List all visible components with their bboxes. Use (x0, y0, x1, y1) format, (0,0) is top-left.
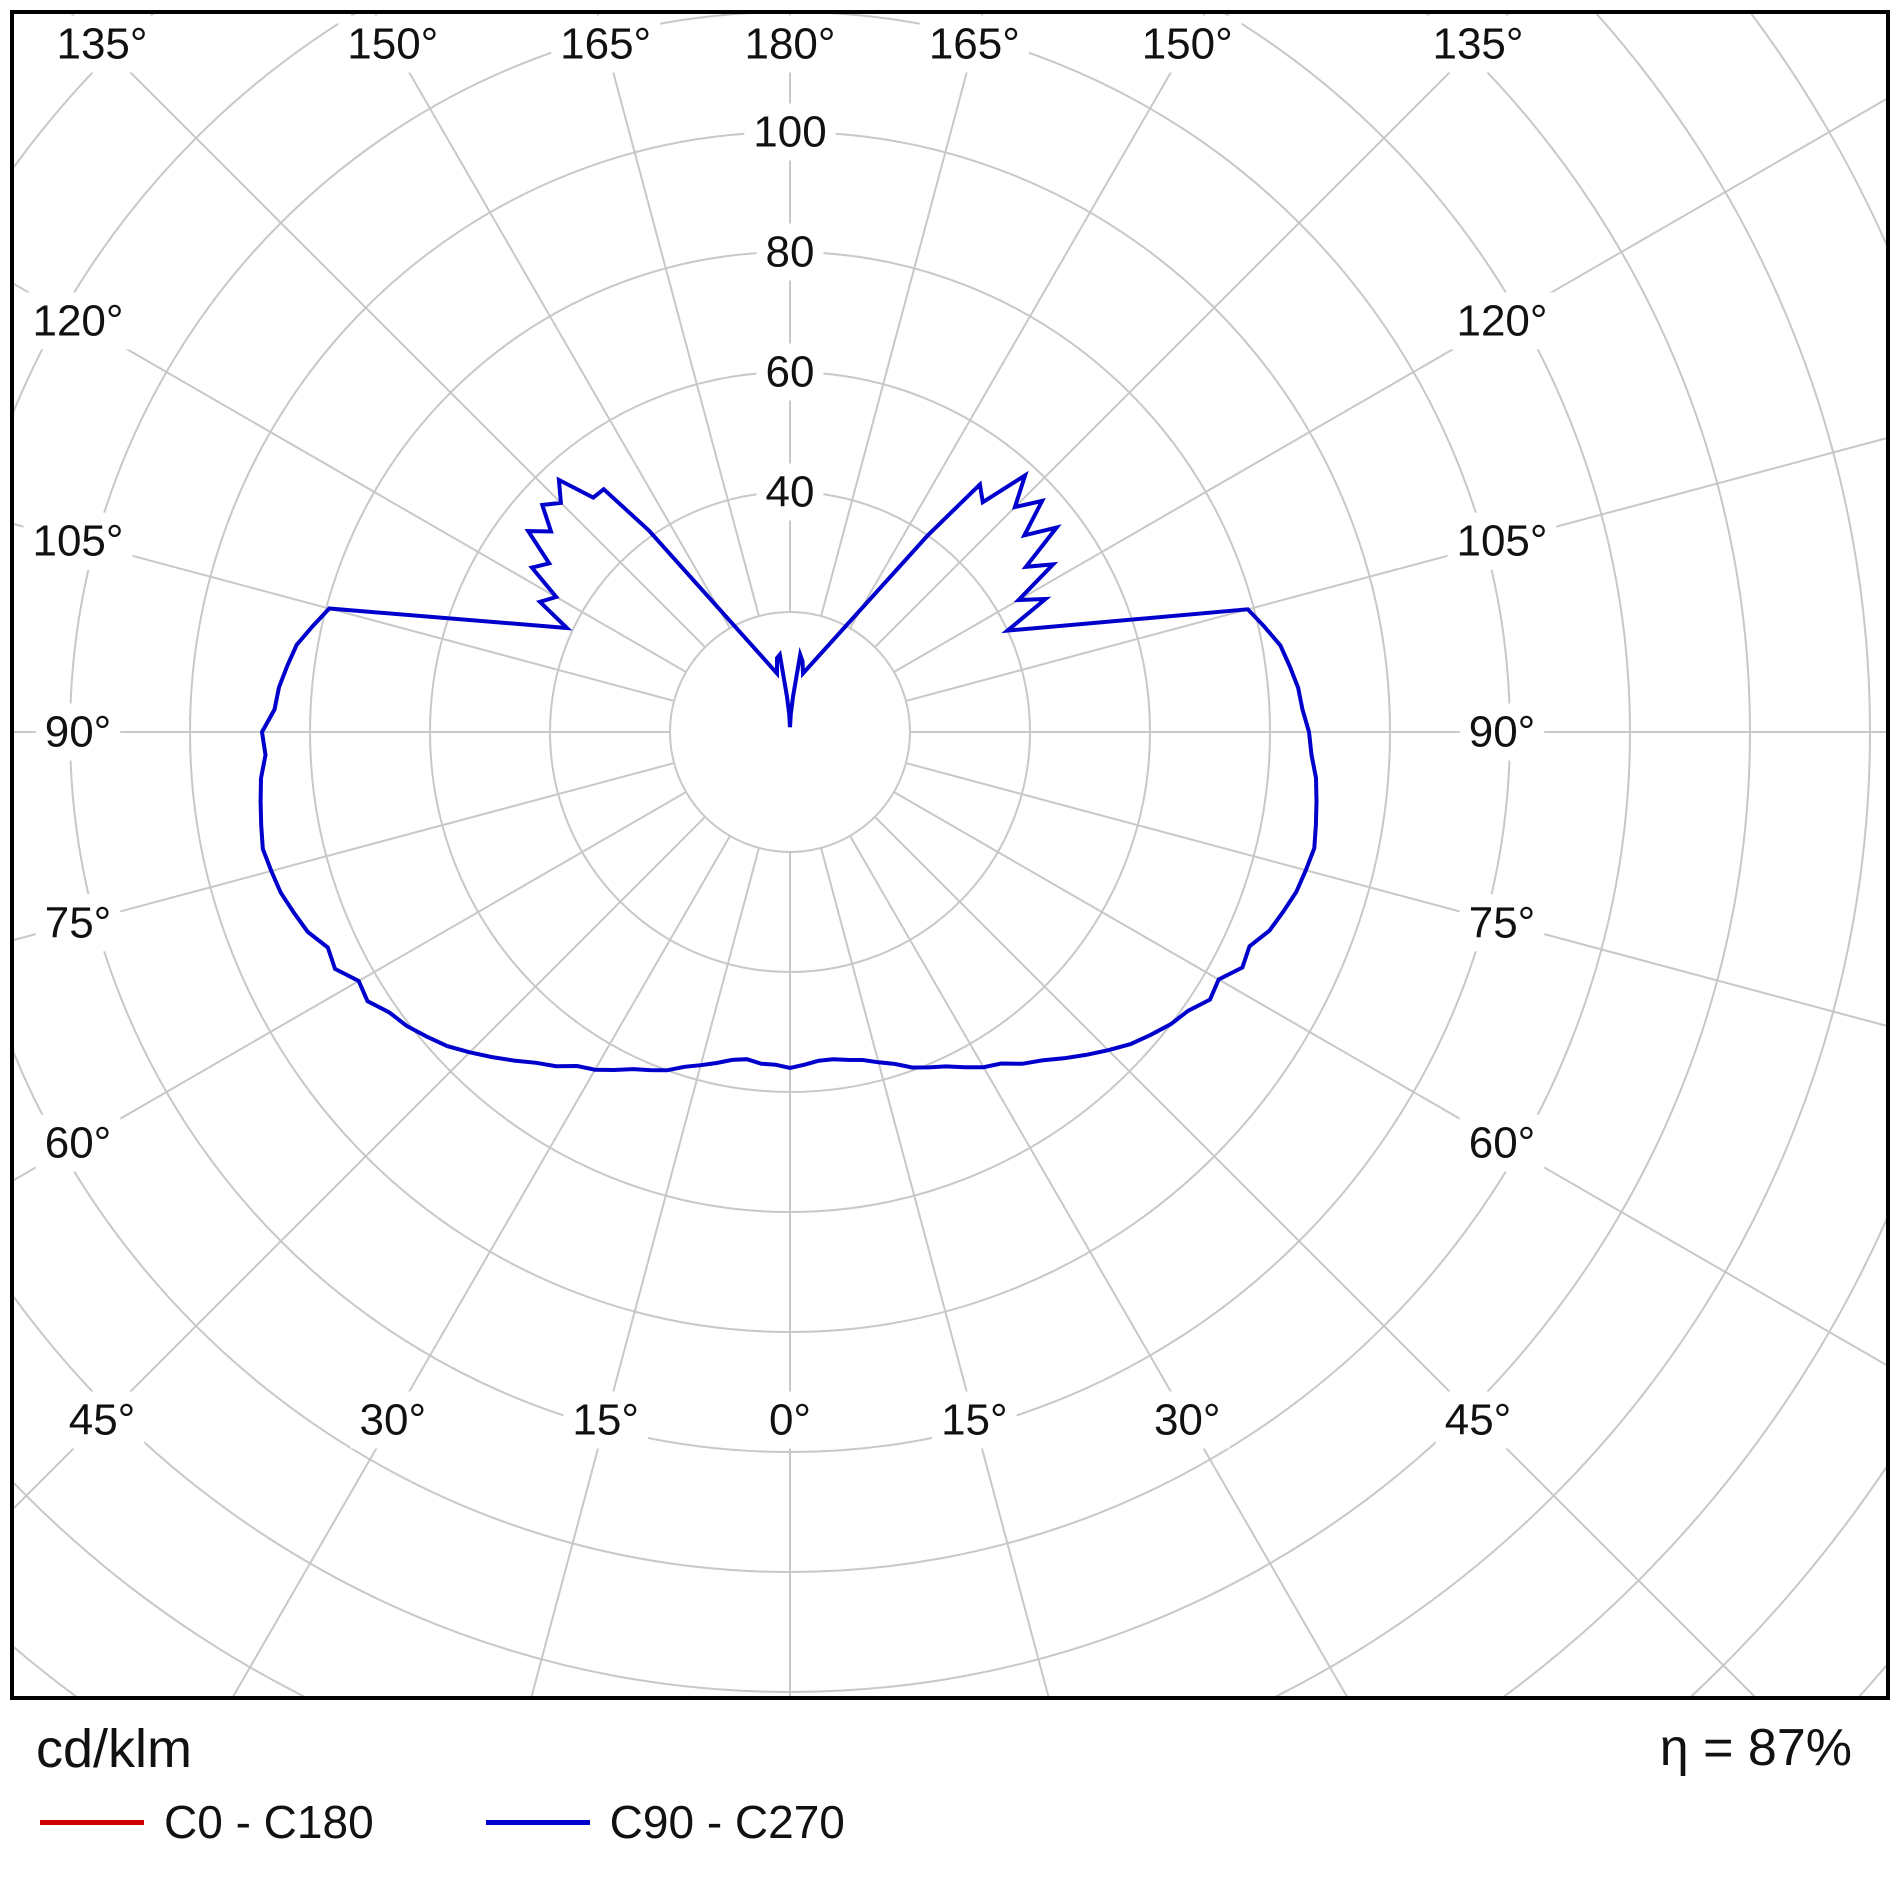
label-background (756, 463, 824, 521)
c90-c270-line-swatch (485, 1819, 590, 1825)
units-label: cd/klm (36, 1719, 193, 1779)
grid-radial-line (596, 14, 760, 617)
label-background (735, 15, 845, 73)
angle-label: 30° (360, 1396, 427, 1445)
angle-label: 135° (56, 20, 147, 69)
legend-item-c90-c270: C90 - C270 (485, 1795, 845, 1849)
grid-radial-line (905, 762, 1886, 1027)
angle-label: 75° (45, 898, 112, 947)
polar-chart: 40 60 80 100 0° 15° 15° 30° 30° 45° 45° 60° 60° 75° 75… (14, 14, 1886, 1696)
grid-radial-line (849, 14, 1206, 629)
angle-label: 105° (32, 517, 123, 566)
grid-radial-line (70, 14, 706, 648)
c0-c180-line-swatch (40, 1819, 144, 1825)
curve-C90-C270 (258, 470, 1319, 1073)
angle-label: 90° (45, 708, 112, 757)
label-background (1435, 1391, 1521, 1449)
grid-radial-line (905, 437, 1886, 702)
angle-label: 30° (1154, 1396, 1221, 1445)
angle-label: 15° (941, 1396, 1008, 1445)
r-tick-label: 40 (766, 468, 815, 517)
grid-radial-line (893, 98, 1886, 673)
label-background (919, 15, 1029, 73)
polar-grid (14, 14, 1886, 1696)
r-tick-label: 60 (766, 348, 815, 397)
label-background (35, 894, 121, 952)
label-background (1447, 512, 1557, 570)
angle-label: 135° (1432, 20, 1523, 69)
legend-top-row: cd/klm η = 87% (10, 1710, 1890, 1779)
label-background (1144, 1391, 1230, 1449)
label-background (23, 512, 133, 570)
r-tick-label: 100 (753, 108, 826, 157)
angle-label: 120° (32, 296, 123, 345)
grid-radial-line (820, 14, 984, 617)
angle-label: 165° (560, 20, 651, 69)
grid-radial-line (14, 816, 706, 1510)
angle-label: 45° (1445, 1396, 1512, 1445)
label-background (35, 703, 121, 761)
angle-label: 120° (1456, 296, 1547, 345)
legend-label-c90-c270: C90 - C270 (609, 1796, 845, 1849)
grid-radial-line (530, 847, 760, 1696)
grid-radial-line (874, 14, 1510, 648)
r-tick-label: 80 (766, 228, 815, 277)
axis-labels: 40 60 80 100 0° 15° 15° 30° 30° 45° 45° 60° 60° 75° 75… (23, 15, 1557, 1449)
label-background (1459, 1114, 1545, 1172)
label-background (47, 15, 157, 73)
angle-label: 105° (1456, 517, 1547, 566)
polar-chart-frame: 40 60 80 100 0° 15° 15° 30° 30° 45° 45° 60° 60° 75° 75… (10, 10, 1890, 1700)
grid-circle (669, 611, 911, 853)
label-background (551, 15, 661, 73)
label-background (756, 223, 824, 281)
angle-label: 15° (572, 1396, 639, 1445)
angle-label: 90° (1469, 708, 1536, 757)
legend-area: cd/klm η = 87% C0 - C180 C90 - C270 (10, 1710, 1890, 1895)
grid-radial-line (849, 835, 1348, 1696)
grid-radial-line (14, 282, 687, 673)
angle-label: 60° (1469, 1119, 1536, 1168)
angle-label: 0° (769, 1396, 811, 1445)
legend-item-c0-c180: C0 - C180 (40, 1795, 374, 1849)
angle-label: 165° (929, 20, 1020, 69)
label-background (1423, 15, 1533, 73)
angle-label: 75° (1469, 898, 1536, 947)
grid-radial-line (820, 847, 1050, 1696)
angle-label: 180° (744, 20, 835, 69)
label-background (756, 343, 824, 401)
label-background (932, 1391, 1017, 1449)
angle-label: 60° (45, 1119, 112, 1168)
grid-radial-line (14, 791, 687, 1182)
label-background (1132, 15, 1242, 73)
angle-label: 150° (1142, 20, 1233, 69)
angle-label: 150° (347, 20, 438, 69)
label-background (1459, 894, 1545, 952)
label-background (23, 292, 133, 350)
label-background (1447, 292, 1557, 350)
grid-radial-line (232, 835, 731, 1696)
label-background (563, 1391, 648, 1449)
grid-radial-line (14, 523, 675, 702)
label-background (759, 1391, 821, 1449)
label-background (1459, 703, 1545, 761)
label-background (35, 1114, 121, 1172)
legend-label-c0-c180: C0 - C180 (164, 1796, 374, 1849)
label-background (338, 15, 448, 73)
efficiency-label: η = 87% (1659, 1719, 1852, 1777)
grid-radial-line (893, 791, 1886, 1366)
label-background (59, 1391, 145, 1449)
angle-label: 45° (69, 1396, 136, 1445)
legend-items: C0 - C180 C90 - C270 (10, 1795, 1890, 1849)
label-background (744, 103, 836, 161)
grid-radial-line (374, 14, 731, 629)
label-background (350, 1391, 436, 1449)
grid-radial-line (874, 816, 1756, 1696)
grid-radial-line (14, 762, 675, 941)
